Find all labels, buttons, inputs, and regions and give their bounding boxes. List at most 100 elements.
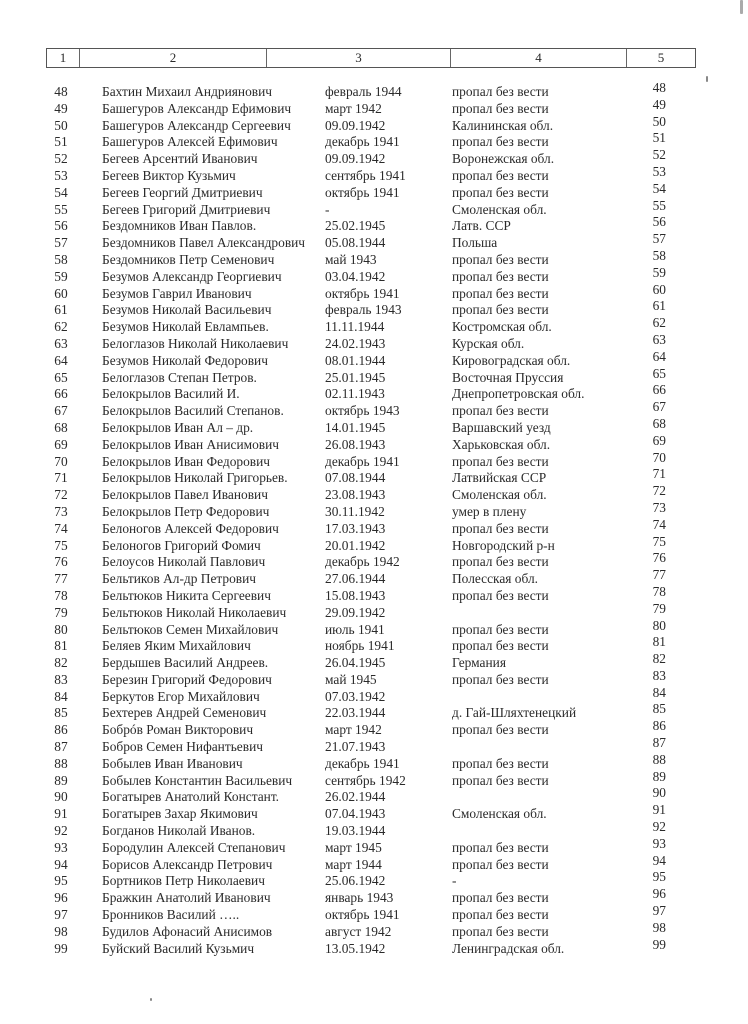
full-name: Бездомников Иван Павлов. <box>102 218 257 234</box>
date: 30.11.1942 <box>325 503 385 519</box>
place: пропал без вести <box>452 453 549 469</box>
full-name: Бегеев Арсентий Иванович <box>102 151 258 167</box>
date: 22.03.1944 <box>325 705 386 721</box>
table-row: 52 Бегеев Арсентий Иванович 09.09.1942 Воро… <box>0 147 748 168</box>
header-col-2: 2 <box>80 49 267 67</box>
date: 14.01.1945 <box>325 419 386 435</box>
place: пропал без вести <box>452 621 549 637</box>
date: июль 1941 <box>325 621 385 637</box>
row-number: 79 <box>54 604 68 620</box>
table-row: 85 Бехтерев Андрей Семенович 22.03.1944 д. … <box>0 701 748 722</box>
full-name: Белокрылов Василий И. <box>102 386 240 402</box>
date: 21.07.1943 <box>325 739 386 755</box>
full-name: Белокрылов Николай Григорьев. <box>102 470 288 486</box>
place: - <box>452 873 457 889</box>
place: Восточная Пруссия <box>452 369 564 385</box>
record-number: 90 <box>652 785 666 801</box>
date: декабрь 1941 <box>325 453 400 469</box>
record-number: 89 <box>652 768 666 784</box>
record-number: 98 <box>652 919 666 935</box>
place: пропал без вести <box>452 134 549 150</box>
record-number: 60 <box>652 281 666 297</box>
table-row: 79 Бельтюков Николай Николаевич 29.09.1942… <box>0 601 748 622</box>
row-number: 63 <box>54 335 68 351</box>
record-number: 61 <box>652 298 666 314</box>
place: Харьковская обл. <box>452 436 551 452</box>
date: ноябрь 1941 <box>325 638 395 654</box>
table-row: 61 Безумов Николай Васильевич февраль 1943… <box>0 298 748 319</box>
table-row: 93 Бородулин Алексей Степанович март 1945 п… <box>0 836 748 857</box>
table-row: 62 Безумов Николай Евлампьев. 11.11.1944 Ко… <box>0 315 748 336</box>
header-col-4: 4 <box>451 49 627 67</box>
date: 13.05.1942 <box>325 940 386 956</box>
place: пропал без вести <box>452 671 549 687</box>
full-name: Бехтерев Андрей Семенович <box>102 705 267 721</box>
date: 25.06.1942 <box>325 873 386 889</box>
full-name: Безумов Николай Федорович <box>102 352 268 368</box>
record-number: 48 <box>652 80 666 95</box>
place: пропал без вести <box>452 184 549 200</box>
full-name: Бахтин Михаил Андриянович <box>102 84 273 99</box>
header-col-1: 1 <box>47 49 80 67</box>
date: 09.09.1942 <box>325 117 386 133</box>
table-row: 60 Безумов Гаврил Иванович октябрь 1941 про… <box>0 282 748 303</box>
date: 07.08.1944 <box>325 470 386 486</box>
date: декабрь 1942 <box>325 554 400 570</box>
row-number: 56 <box>54 218 68 234</box>
date: 26.02.1944 <box>325 789 386 805</box>
row-number: 68 <box>54 419 68 435</box>
table-row: 78 Бельтюков Никита Сергеевич 15.08.1943 пр… <box>0 584 748 605</box>
table-row: 67 Белокрылов Василий Степанов. октябрь 19… <box>0 399 748 420</box>
row-number: 92 <box>54 823 68 839</box>
row-number: 70 <box>54 453 68 469</box>
row-number: 98 <box>54 923 68 939</box>
record-number: 92 <box>652 819 666 835</box>
date: 08.01.1944 <box>325 352 386 368</box>
full-name: Белоногов Григорий Фомич <box>102 537 261 553</box>
row-number: 51 <box>54 134 68 150</box>
table-row: 54 Бегеев Георгий Дмитриевич октябрь 1941 п… <box>0 181 748 202</box>
table-row: 64 Безумов Николай Федорович 08.01.1944 Кир… <box>0 349 748 370</box>
row-number: 53 <box>54 167 68 183</box>
place: Ленинградская обл. <box>452 940 565 956</box>
record-number: 91 <box>652 802 666 818</box>
full-name: Богданов Николай Иванов. <box>102 823 256 839</box>
full-name: Безумов Гаврил Иванович <box>102 285 252 301</box>
date: 20.01.1942 <box>325 537 386 553</box>
row-number: 89 <box>54 772 68 788</box>
row-number: 99 <box>54 940 68 956</box>
full-name: Бобылев Иван Иванович <box>102 755 243 771</box>
date: 07.04.1943 <box>325 806 386 822</box>
table-row: 56 Бездомников Иван Павлов. 25.02.1945 Латв… <box>0 214 748 235</box>
table-row: 68 Белокрылов Иван Ал – др. 14.01.1945 Варш… <box>0 416 748 437</box>
full-name: Бронников Василий ….. <box>102 907 240 923</box>
table-row: 66 Белокрылов Василий И. 02.11.1943 Днепроп… <box>0 382 748 403</box>
header-col-3: 3 <box>267 49 451 67</box>
table-row: 65 Белоглазов Степан Петров. 25.01.1945 Вос… <box>0 366 748 387</box>
record-number: 88 <box>652 751 666 767</box>
place: Смоленская обл. <box>452 806 547 822</box>
table-row: 80 Бельтюков Семен Михайлович июль 1941 про… <box>0 618 748 639</box>
table-row: 51 Башегуров Алексей Ефимович декабрь 1941… <box>0 130 748 151</box>
scan-speck <box>706 76 708 82</box>
table-row: 75 Белоногов Григорий Фомич 20.01.1942 Новг… <box>0 534 748 555</box>
place: пропал без вести <box>452 100 549 116</box>
row-number: 83 <box>54 671 68 687</box>
full-name: Бездомников Павел Александрович <box>102 235 306 251</box>
row-number: 66 <box>54 386 68 402</box>
table-row: 63 Белоглазов Николай Николаевич 24.02.194… <box>0 332 748 353</box>
table-row: 86 Бобрóв Роман Викторович март 1942 пропал… <box>0 718 748 739</box>
full-name: Бездомников Петр Семенович <box>102 251 275 267</box>
full-name: Белокрылов Петр Федорович <box>102 503 270 519</box>
record-number: 69 <box>652 432 666 448</box>
record-number: 84 <box>652 684 666 700</box>
place: Польша <box>452 235 498 251</box>
place: Полесская обл. <box>452 571 538 587</box>
table-row: 73 Белокрылов Петр Федорович 30.11.1942 уме… <box>0 500 748 521</box>
record-number: 96 <box>652 886 666 902</box>
full-name: Бегеев Григорий Дмитриевич <box>102 201 271 217</box>
row-number: 67 <box>54 403 68 419</box>
table-row: 71 Белокрылов Николай Григорьев. 07.08.194… <box>0 466 748 487</box>
full-name: Борисов Александр Петрович <box>102 856 273 872</box>
table-row: 82 Бердышев Василий Андреев. 26.04.1945 Гер… <box>0 651 748 672</box>
